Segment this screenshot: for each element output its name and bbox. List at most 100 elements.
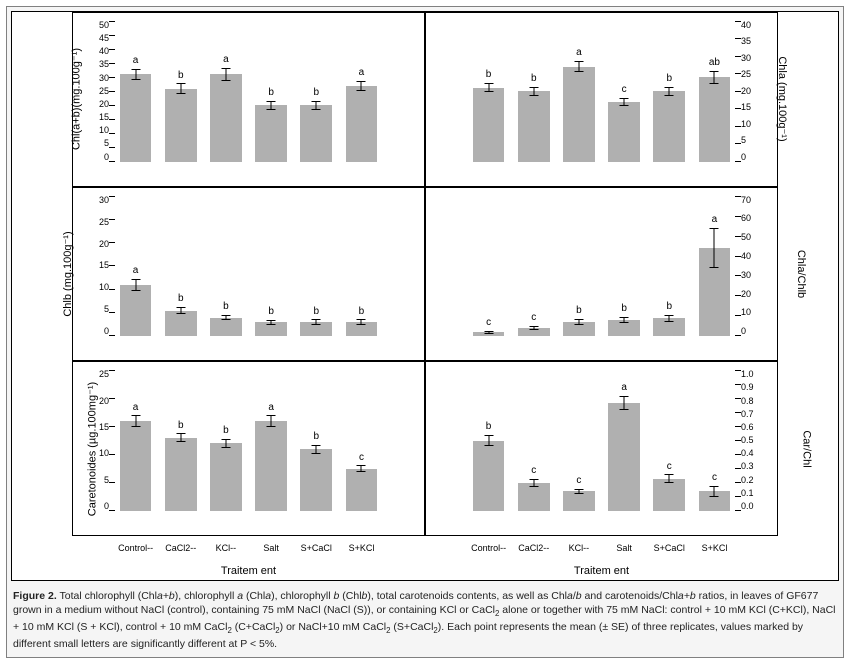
bar-wrap: b [158, 196, 203, 337]
error-bar [135, 279, 136, 291]
significance-letter: c [667, 461, 672, 472]
y-tick: 25 [77, 218, 109, 227]
error-bar [488, 83, 489, 92]
y-tick: 40 [741, 252, 773, 261]
y-ticks: 0.00.10.20.30.40.50.60.70.80.91.0 [741, 370, 773, 511]
error-bar [180, 83, 181, 93]
bar-wrap: a [249, 370, 294, 511]
y-axis-label: Chlb (mg.100g⁻¹) [61, 231, 74, 316]
error-bar [271, 101, 272, 110]
significance-letter: b [178, 420, 184, 431]
bar [255, 421, 287, 511]
bar [653, 91, 685, 161]
bar-wrap: b [203, 370, 248, 511]
bar [255, 105, 287, 161]
x-tick: Control-- [113, 543, 158, 553]
y-ticks: 051015202530 [77, 196, 109, 337]
cap-t: Total chlorophyll (Chl [57, 590, 157, 602]
bar-wrap: a [113, 196, 158, 337]
figure-2: Chl(a+b)(mg.100g⁻¹)05101520253035404550a… [6, 6, 844, 658]
y-tick: 50 [77, 21, 109, 30]
bar [346, 322, 378, 336]
y-tick: 0 [77, 502, 109, 511]
y-tick: 0.8 [741, 397, 773, 406]
cap-i: a+b [678, 590, 696, 602]
bar-wrap: b [249, 196, 294, 337]
y-tick: 15 [741, 103, 773, 112]
bar-wrap: c [339, 370, 384, 511]
bar [473, 441, 505, 511]
y-ticks: 05101520253035404550 [77, 21, 109, 162]
y-tick: 20 [77, 240, 109, 249]
bar [120, 74, 152, 161]
significance-letter: b [666, 301, 672, 312]
cap-t: and carotenoids/Chl [582, 590, 678, 602]
error-bar [669, 87, 670, 96]
significance-letter: b [576, 305, 582, 316]
bar [608, 320, 640, 336]
cap-t: (Chl [339, 590, 361, 602]
cap-i: a+b [157, 590, 175, 602]
y-tick: 40 [741, 21, 773, 30]
error-bar [180, 433, 181, 442]
significance-letter: a [576, 47, 582, 58]
significance-letter: a [133, 402, 139, 413]
y-tick: 0 [741, 153, 773, 162]
y-tick: 60 [741, 214, 773, 223]
significance-letter: c [576, 475, 581, 486]
y-tick: 15 [77, 113, 109, 122]
significance-letter: a [359, 67, 365, 78]
y-tick: 0 [741, 327, 773, 336]
y-tick: 0 [77, 153, 109, 162]
bar [210, 74, 242, 161]
x-tick: S+CaCl [647, 543, 692, 553]
y-tick: 35 [77, 60, 109, 69]
significance-letter: c [531, 312, 536, 323]
bars-area: bbacbab [466, 21, 737, 162]
error-bar [714, 228, 715, 268]
bar [518, 483, 550, 511]
error-bar [271, 320, 272, 325]
bar-wrap: b [294, 370, 339, 511]
significance-letter: b [313, 87, 319, 98]
bar [653, 318, 685, 336]
bar [165, 89, 197, 162]
bars-area: abbabc [113, 370, 384, 511]
x-tick: CaCl2-- [511, 543, 556, 553]
y-tick: 25 [77, 87, 109, 96]
bar-wrap: c [647, 370, 692, 511]
bar [473, 332, 505, 336]
y-tick: 0.6 [741, 423, 773, 432]
bars-area: ccbbba [466, 196, 737, 337]
y-ticks: 0510152025 [77, 370, 109, 511]
significance-letter: ab [709, 57, 720, 68]
significance-letter: c [712, 472, 717, 483]
y-tick: 10 [741, 308, 773, 317]
bar [210, 443, 242, 511]
y-tick: 10 [77, 283, 109, 292]
bar-wrap: a [556, 21, 601, 162]
cap-t: ), chlorophyll [271, 590, 333, 602]
bar-wrap: c [602, 21, 647, 162]
bar [608, 102, 640, 162]
error-bar [316, 319, 317, 325]
x-tick: Salt [602, 543, 647, 553]
panel-p5: Caretonoides (µg.100mg⁻¹)0510152025abbab… [72, 361, 425, 536]
y-tick: 0.9 [741, 383, 773, 392]
bar-wrap: b [249, 21, 294, 162]
error-bar [578, 319, 579, 325]
x-ticks: Control--CaCl2--KCl--SaltS+CaClS+KCl [466, 543, 737, 553]
y-axis-label: Chla (mg.100g⁻¹) [776, 57, 789, 142]
bar [300, 449, 332, 511]
cap-t: (C+CaCl [232, 621, 275, 633]
bar [699, 491, 731, 511]
bar [300, 105, 332, 161]
error-bar [669, 315, 670, 322]
bar-wrap: b [158, 21, 203, 162]
bar-wrap: b [511, 21, 556, 162]
x-tick: CaCl2-- [158, 543, 203, 553]
caption-label: Figure 2. [13, 590, 57, 602]
error-bar [669, 474, 670, 482]
error-bar [225, 315, 226, 321]
bar-wrap: a [602, 370, 647, 511]
